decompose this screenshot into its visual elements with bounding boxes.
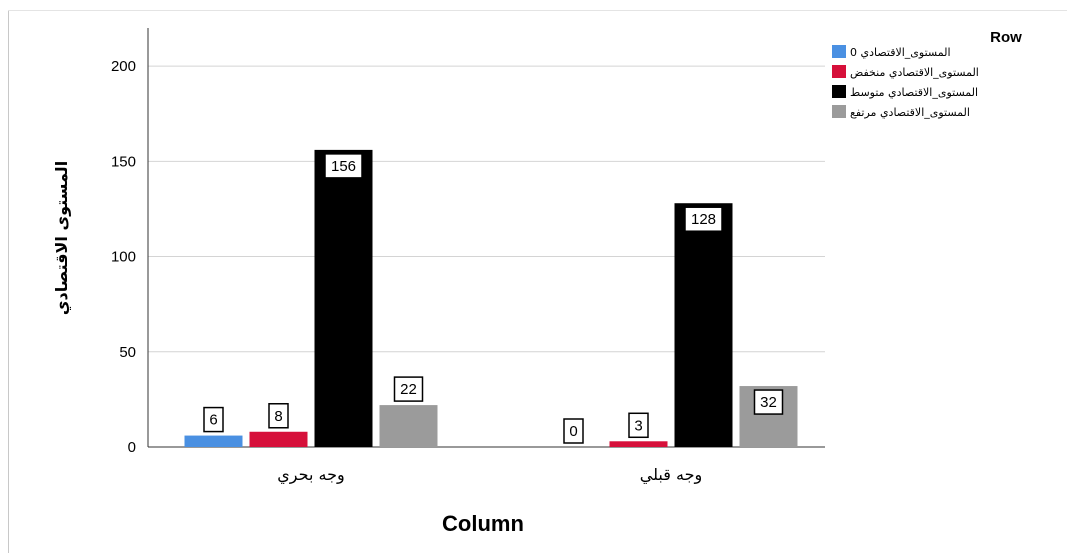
data-label: 0 xyxy=(569,423,577,440)
data-label-box xyxy=(628,412,649,439)
legend-label: المستوى_الاقتصادي متوسط xyxy=(850,86,978,99)
data-label-box xyxy=(684,206,723,232)
y-tick-label: 150 xyxy=(111,153,136,170)
data-label: 6 xyxy=(209,412,217,429)
legend-swatch xyxy=(832,105,846,118)
bar xyxy=(184,435,243,447)
frame-edge-top xyxy=(8,10,1067,11)
legend-label: المستوى_الاقتصادي مرتفع xyxy=(850,106,970,119)
legend-swatch xyxy=(832,45,846,58)
legend-swatch xyxy=(832,85,846,98)
data-label-box xyxy=(203,406,224,433)
data-label-box xyxy=(753,389,784,415)
legend-title: Row xyxy=(990,29,1022,46)
y-tick-label: 200 xyxy=(111,58,136,75)
bar xyxy=(379,405,438,447)
y-tick-label: 100 xyxy=(111,249,136,266)
data-label-box xyxy=(324,153,363,179)
data-label: 8 xyxy=(274,408,282,425)
data-label: 3 xyxy=(634,417,642,434)
legend-label: المستوى_الاقتصادي 0 xyxy=(850,46,951,59)
data-label-box xyxy=(268,403,289,429)
data-label-box xyxy=(393,376,424,402)
legend-label: المستوى_الاقتصادي منخفض xyxy=(850,66,979,79)
legend: Row المستوى_الاقتصادي 0 المستوى_الاقتصادي… xyxy=(832,29,1022,119)
data-label-box xyxy=(563,418,584,444)
data-label: 128 xyxy=(691,211,716,228)
bar xyxy=(674,203,733,447)
y-tick-label: 0 xyxy=(128,439,136,456)
x-tick-label: وجه بحري xyxy=(277,465,344,485)
frame-edge-left xyxy=(8,10,9,553)
bar xyxy=(249,431,308,447)
data-labels: 6 8 156 22 0 3 128 32 xyxy=(203,153,784,444)
bar xyxy=(314,149,373,447)
bar xyxy=(609,441,668,447)
y-tick-label: 50 xyxy=(119,344,136,361)
x-axis-title: Column xyxy=(442,511,524,536)
y-axis-title: المستوى الاقتصادي xyxy=(52,161,72,315)
data-label: 32 xyxy=(760,394,777,411)
bars xyxy=(184,149,798,447)
legend-swatch xyxy=(832,65,846,78)
x-tick-label: وجه قبلي xyxy=(640,465,702,485)
data-label: 22 xyxy=(400,381,417,398)
data-label: 156 xyxy=(331,158,356,175)
